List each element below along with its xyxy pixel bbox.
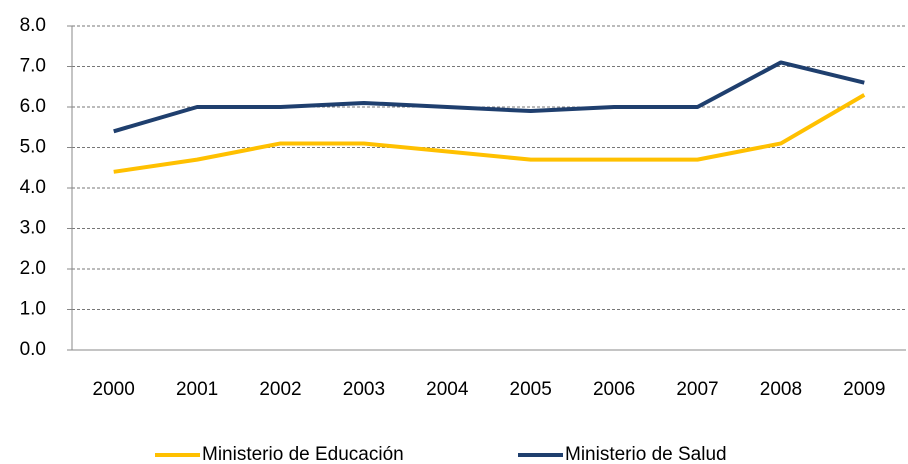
legend-label: Ministerio de Salud xyxy=(565,444,727,464)
y-tick-label: 8.0 xyxy=(20,15,46,36)
series-line xyxy=(113,60,865,134)
y-tick-label: 2.0 xyxy=(20,258,46,279)
y-tick-label: 6.0 xyxy=(20,96,46,117)
x-tick-label: 2007 xyxy=(676,379,718,400)
x-tick-label: 2009 xyxy=(843,379,885,400)
y-tick-label: 5.0 xyxy=(20,137,46,158)
legend-label: Ministerio de Educación xyxy=(202,444,404,464)
y-tick-label: 1.0 xyxy=(20,299,46,320)
x-tick-label: 2008 xyxy=(760,379,802,400)
x-tick-label: 2004 xyxy=(426,379,469,400)
x-tick-label: 2003 xyxy=(343,379,385,400)
y-tick-label: 7.0 xyxy=(20,56,46,77)
y-tick-label: 4.0 xyxy=(20,177,46,198)
x-tick-label: 2001 xyxy=(176,379,218,400)
x-tick-label: 2000 xyxy=(93,379,135,400)
x-tick-label: 2006 xyxy=(593,379,635,400)
y-tick-label: 3.0 xyxy=(20,218,46,239)
series-line xyxy=(113,93,866,174)
x-tick-label: 2002 xyxy=(259,379,301,400)
y-tick-label: 0.0 xyxy=(20,339,46,360)
x-tick-label: 2005 xyxy=(510,379,552,400)
